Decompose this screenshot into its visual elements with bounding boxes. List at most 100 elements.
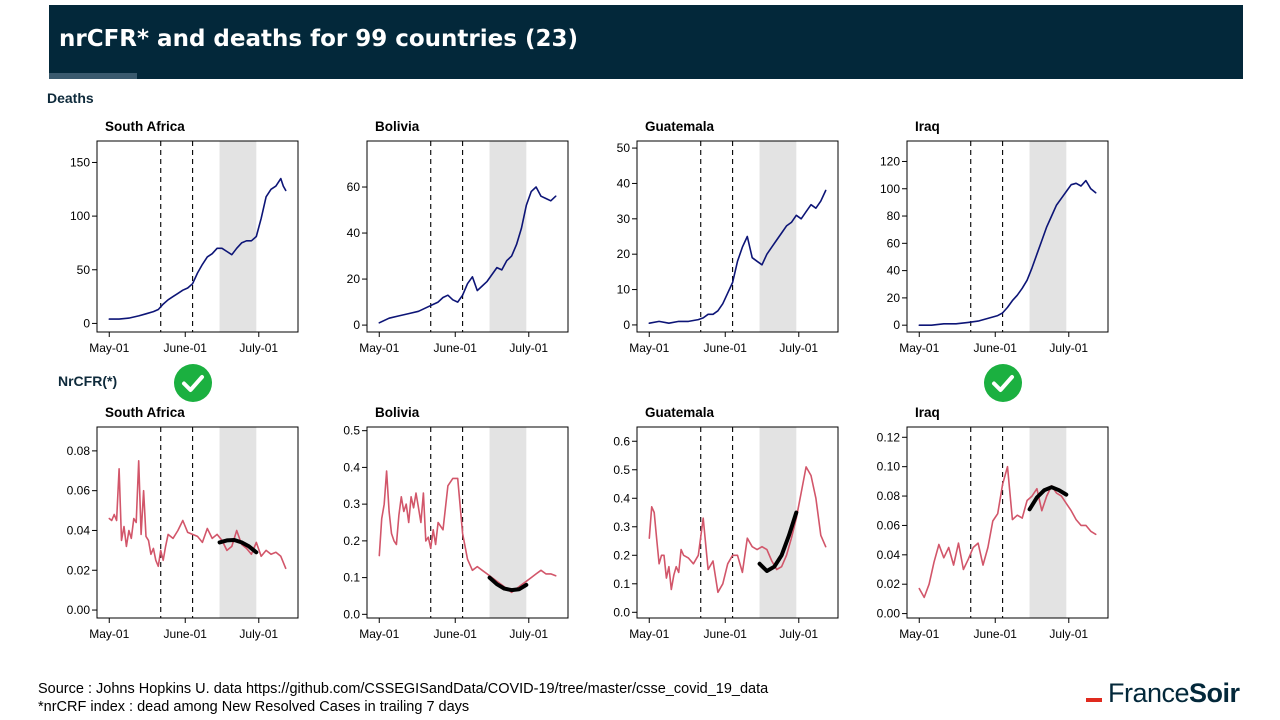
y-tick-label: 100: [70, 209, 90, 223]
chart-title: Iraq: [915, 119, 940, 134]
x-tick-label: June-01: [704, 627, 748, 641]
y-tick-label: 0.6: [613, 434, 630, 448]
shaded-band: [1029, 141, 1067, 332]
y-tick-label: 0.06: [67, 484, 91, 498]
plot-frame: [96, 140, 299, 333]
y-tick-label: 0.12: [877, 430, 901, 444]
chart-deaths-guatemala: Guatemala 0 10 20 30 40 50 May-01 June-01 July-01: [595, 110, 839, 360]
x-tick-label: July-01: [1049, 627, 1088, 641]
x-tick-label: May-01: [629, 627, 669, 641]
deaths-series-line: [108, 177, 287, 320]
chart-svg: Guatemala 0.0 0.1 0.2 0.3 0.4 0.5 0.6 May-01 June…: [613, 405, 839, 641]
plot-frame: [906, 140, 1109, 333]
chart-nrcfr-bolivia: Bolivia 0.0 0.1 0.2 0.3 0.4 0.5 May-01 June-01 Ju…: [325, 396, 569, 646]
y-tick-label: 0.3: [343, 497, 360, 511]
shaded-band: [759, 427, 797, 618]
plot-frame: [636, 426, 839, 619]
logo-dash: [1086, 697, 1102, 702]
x-tick-label: June-01: [164, 341, 208, 355]
chart-svg: Iraq 0 20 40 60 80 100 120 May-01 June-01 July-01: [880, 119, 1109, 355]
y-tick-label: 0.0: [343, 607, 360, 621]
y-tick-label: 50: [617, 141, 631, 155]
deaths-series-line: [918, 179, 1097, 326]
chart-nrcfr-south-africa: South Africa 0.00 0.02 0.04 0.06 0.08 May-01 Ju…: [55, 396, 299, 646]
chart-title: South Africa: [105, 405, 185, 420]
x-tick-label: May-01: [89, 627, 129, 641]
x-tick-label: June-01: [164, 627, 208, 641]
y-tick-label: 10: [617, 283, 631, 297]
plot-frame: [906, 426, 1109, 619]
francesoir-logo: FranceSoir: [1086, 678, 1240, 709]
y-tick-label: 100: [880, 182, 900, 196]
y-tick-label: 0: [623, 318, 630, 332]
chart-title: Guatemala: [645, 119, 715, 134]
y-tick-label: 0.04: [877, 548, 901, 562]
y-tick-label: 50: [77, 263, 91, 277]
y-tick-label: 0.04: [67, 523, 91, 537]
chart-title: South Africa: [105, 119, 185, 134]
y-tick-label: 0.08: [877, 489, 901, 503]
nrcfr-section-label: NrCFR(*): [58, 373, 118, 389]
x-tick-label: May-01: [899, 341, 939, 355]
chart-svg: Bolivia 0.0 0.1 0.2 0.3 0.4 0.5 May-01 June-01 Ju…: [343, 405, 569, 641]
x-tick-label: May-01: [629, 341, 669, 355]
x-tick-label: June-01: [704, 341, 748, 355]
y-tick-label: 0.1: [343, 571, 360, 585]
chart-svg: South Africa 0.00 0.02 0.04 0.06 0.08 May-01 Ju…: [67, 405, 299, 641]
y-tick-label: 40: [617, 176, 631, 190]
plot-frame: [366, 426, 569, 619]
chart-svg: Guatemala 0 10 20 30 40 50 May-01 June-01 July-01: [617, 119, 839, 355]
footnote-text: *nrCRF index : dead among New Resolved C…: [38, 699, 470, 715]
chart-title: Guatemala: [645, 405, 715, 420]
y-tick-label: 0.5: [343, 424, 360, 438]
chart-deaths-south-africa: South Africa 0 50 100 150 May-01 June-01 July-0…: [55, 110, 299, 360]
chart-deaths-iraq: Iraq 0 20 40 60 80 100 120 May-01 June-01 July-01: [865, 110, 1109, 360]
y-tick-label: 0: [893, 318, 900, 332]
y-tick-label: 0.02: [67, 563, 91, 577]
y-tick-label: 20: [887, 291, 901, 305]
y-tick-label: 0.5: [613, 463, 630, 477]
checkmark-icon: [984, 364, 1022, 402]
y-tick-label: 0.00: [877, 607, 901, 621]
x-tick-label: May-01: [359, 627, 399, 641]
chart-nrcfr-guatemala: Guatemala 0.0 0.1 0.2 0.3 0.4 0.5 0.6 May-01 June…: [595, 396, 839, 646]
shaded-band: [489, 141, 527, 332]
checkmark-icon: [174, 364, 212, 402]
shaded-band: [1029, 427, 1067, 618]
x-tick-label: July-01: [509, 341, 548, 355]
deaths-series-line: [648, 189, 827, 324]
y-tick-label: 80: [887, 209, 901, 223]
y-tick-label: 0.08: [67, 444, 91, 458]
shaded-band: [219, 141, 257, 332]
y-tick-label: 150: [70, 155, 90, 169]
y-tick-label: 20: [617, 247, 631, 261]
logo-part2: Soir: [1189, 678, 1240, 708]
plot-frame: [96, 426, 299, 619]
x-tick-label: June-01: [434, 627, 478, 641]
x-tick-label: July-01: [509, 627, 548, 641]
y-tick-label: 60: [347, 180, 361, 194]
fit-curve: [217, 538, 259, 555]
y-tick-label: 20: [347, 272, 361, 286]
x-tick-label: May-01: [899, 627, 939, 641]
x-tick-label: May-01: [359, 341, 399, 355]
y-tick-label: 0: [83, 316, 90, 330]
y-tick-label: 0.2: [613, 548, 630, 562]
x-tick-label: June-01: [974, 627, 1018, 641]
shaded-band: [219, 427, 257, 618]
x-tick-label: July-01: [779, 627, 818, 641]
x-tick-label: June-01: [434, 341, 478, 355]
chart-svg: Iraq 0.00 0.02 0.04 0.06 0.08 0.10 0.12 May-01 Ju…: [877, 405, 1109, 641]
y-tick-label: 40: [887, 264, 901, 278]
chart-title: Bolivia: [375, 119, 420, 134]
y-tick-label: 30: [617, 212, 631, 226]
title-bar: nrCFR* and deaths for 99 countries (23): [49, 5, 1243, 79]
deaths-series-line: [378, 186, 557, 324]
y-tick-label: 0.2: [343, 534, 360, 548]
source-text: Source : Johns Hopkins U. data https://g…: [38, 681, 769, 697]
y-tick-label: 40: [347, 226, 361, 240]
y-tick-label: 0: [353, 318, 360, 332]
y-tick-label: 0.02: [877, 577, 901, 591]
chart-svg: South Africa 0 50 100 150 May-01 June-01 July-0…: [70, 119, 299, 355]
y-tick-label: 0.4: [613, 491, 630, 505]
